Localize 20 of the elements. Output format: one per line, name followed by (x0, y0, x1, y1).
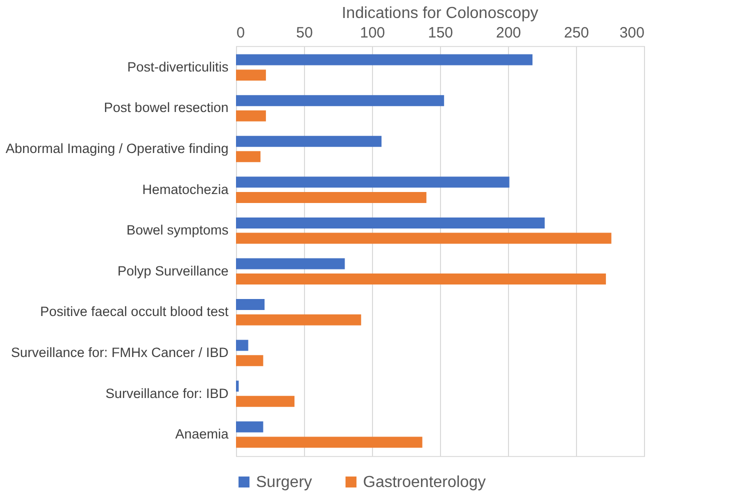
legend-label: Gastroenterology (363, 474, 486, 491)
y-tick-label: Post bowel resection (104, 100, 228, 116)
y-tick-label: Surveillance for: IBD (105, 386, 229, 401)
legend-label: Surgery (256, 474, 312, 491)
chart-title: Indications for Colonoscopy (342, 5, 538, 22)
y-tick-label: Abnormal Imaging / Operative finding (6, 141, 228, 156)
x-tick-label: 200 (496, 24, 522, 42)
y-tick-label: Polyp Surveillance (117, 263, 228, 278)
y-tick-label: Post-diverticulitis (127, 59, 229, 74)
y-tick-label: Bowel symptoms (126, 222, 229, 238)
x-tick-label: 50 (296, 24, 313, 42)
y-tick-label: Positive faecal occult blood test (40, 304, 229, 320)
x-tick-label: 0 (236, 24, 245, 42)
x-tick-label: 100 (360, 24, 386, 42)
x-tick-label: 250 (564, 24, 590, 42)
y-tick-label: Hematochezia (142, 182, 229, 197)
y-tick-label: Anaemia (175, 426, 229, 442)
y-tick-label: Surveillance for: FMHx Cancer / IBD (10, 344, 229, 360)
x-tick-label: 150 (428, 24, 454, 42)
x-tick-label: 300 (619, 24, 644, 42)
